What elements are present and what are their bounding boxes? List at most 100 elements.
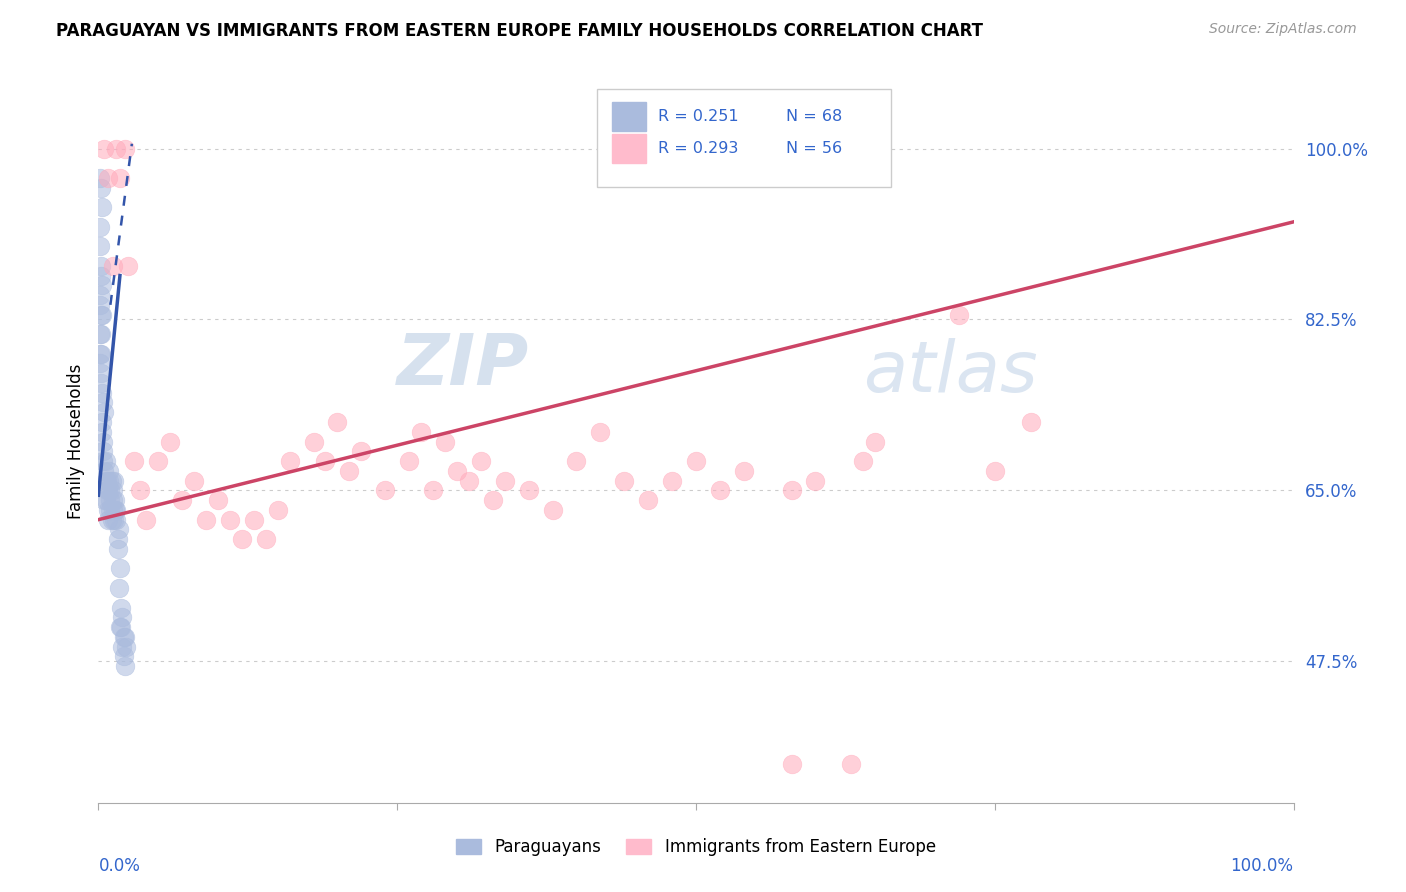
Point xyxy=(91,278,114,293)
Point xyxy=(339,464,361,478)
Point xyxy=(589,425,612,439)
Text: N = 68: N = 68 xyxy=(786,109,842,124)
Point xyxy=(984,464,1007,478)
Point xyxy=(89,239,111,253)
Point xyxy=(91,200,114,214)
Point xyxy=(733,464,755,478)
FancyBboxPatch shape xyxy=(596,89,891,187)
Point xyxy=(243,513,266,527)
Point xyxy=(91,444,114,458)
Text: PARAGUAYAN VS IMMIGRANTS FROM EASTERN EUROPE FAMILY HOUSEHOLDS CORRELATION CHART: PARAGUAYAN VS IMMIGRANTS FROM EASTERN EU… xyxy=(56,22,983,40)
Point xyxy=(350,444,373,458)
Point xyxy=(94,454,117,468)
Point xyxy=(159,434,181,449)
Point xyxy=(96,483,118,498)
Point xyxy=(804,474,827,488)
Point xyxy=(91,434,114,449)
Point xyxy=(97,503,120,517)
Point xyxy=(91,385,114,400)
Point xyxy=(107,523,129,537)
Point xyxy=(89,298,111,312)
FancyBboxPatch shape xyxy=(613,102,645,131)
Point xyxy=(98,503,122,517)
Point xyxy=(91,395,114,409)
Point xyxy=(183,474,205,488)
Point xyxy=(315,454,337,468)
Point xyxy=(111,640,134,654)
Point xyxy=(115,640,138,654)
Point xyxy=(104,503,127,517)
Text: Source: ZipAtlas.com: Source: ZipAtlas.com xyxy=(1209,22,1357,37)
Point xyxy=(108,561,131,575)
Point xyxy=(470,454,492,468)
Point xyxy=(108,620,131,634)
Point xyxy=(98,464,121,478)
Point xyxy=(105,142,128,156)
Point xyxy=(105,513,128,527)
Point xyxy=(865,434,887,449)
Point xyxy=(101,503,124,517)
Point xyxy=(1019,415,1042,429)
Point xyxy=(422,483,444,498)
Point xyxy=(90,268,112,283)
Point xyxy=(90,346,112,360)
Point xyxy=(105,503,128,517)
Point xyxy=(93,464,115,478)
Text: ZIP: ZIP xyxy=(396,331,529,401)
Point xyxy=(91,308,114,322)
Text: 0.0%: 0.0% xyxy=(98,857,141,875)
Point xyxy=(398,454,420,468)
Point xyxy=(107,532,129,546)
Point xyxy=(97,513,120,527)
Text: 100.0%: 100.0% xyxy=(1230,857,1294,875)
Point xyxy=(107,581,129,595)
Point xyxy=(97,483,120,498)
Point xyxy=(709,483,731,498)
Point xyxy=(90,308,112,322)
Point xyxy=(219,513,242,527)
Text: R = 0.293: R = 0.293 xyxy=(658,142,738,156)
Point xyxy=(90,366,112,380)
Point xyxy=(374,483,396,498)
Point xyxy=(89,356,111,370)
Point xyxy=(541,503,564,517)
Point xyxy=(129,483,152,498)
Point xyxy=(481,493,505,508)
Point xyxy=(434,434,457,449)
Point xyxy=(326,415,349,429)
Point xyxy=(124,454,146,468)
Point xyxy=(97,170,120,185)
Point xyxy=(100,474,122,488)
Point xyxy=(172,493,194,508)
Point xyxy=(114,142,136,156)
Point xyxy=(103,474,125,488)
Point xyxy=(89,219,111,234)
Point xyxy=(685,454,707,468)
Point xyxy=(948,308,970,322)
Point xyxy=(93,405,115,419)
Point xyxy=(195,513,218,527)
Point xyxy=(302,434,325,449)
Point xyxy=(110,620,132,634)
Point xyxy=(91,454,114,468)
Point xyxy=(108,170,131,185)
Point xyxy=(96,474,118,488)
Point xyxy=(103,513,125,527)
Point xyxy=(89,288,111,302)
Point xyxy=(90,327,112,342)
Point xyxy=(98,474,121,488)
Text: atlas: atlas xyxy=(863,338,1038,408)
Point xyxy=(101,259,124,273)
Point xyxy=(100,513,122,527)
Point xyxy=(89,327,111,342)
Point xyxy=(101,493,124,508)
Point xyxy=(90,376,112,390)
Point xyxy=(780,756,803,771)
Point xyxy=(135,513,157,527)
Text: R = 0.251: R = 0.251 xyxy=(658,109,738,124)
Point xyxy=(91,425,114,439)
Point xyxy=(254,532,277,546)
Point xyxy=(112,630,135,644)
Point xyxy=(780,483,803,498)
Point xyxy=(94,474,117,488)
